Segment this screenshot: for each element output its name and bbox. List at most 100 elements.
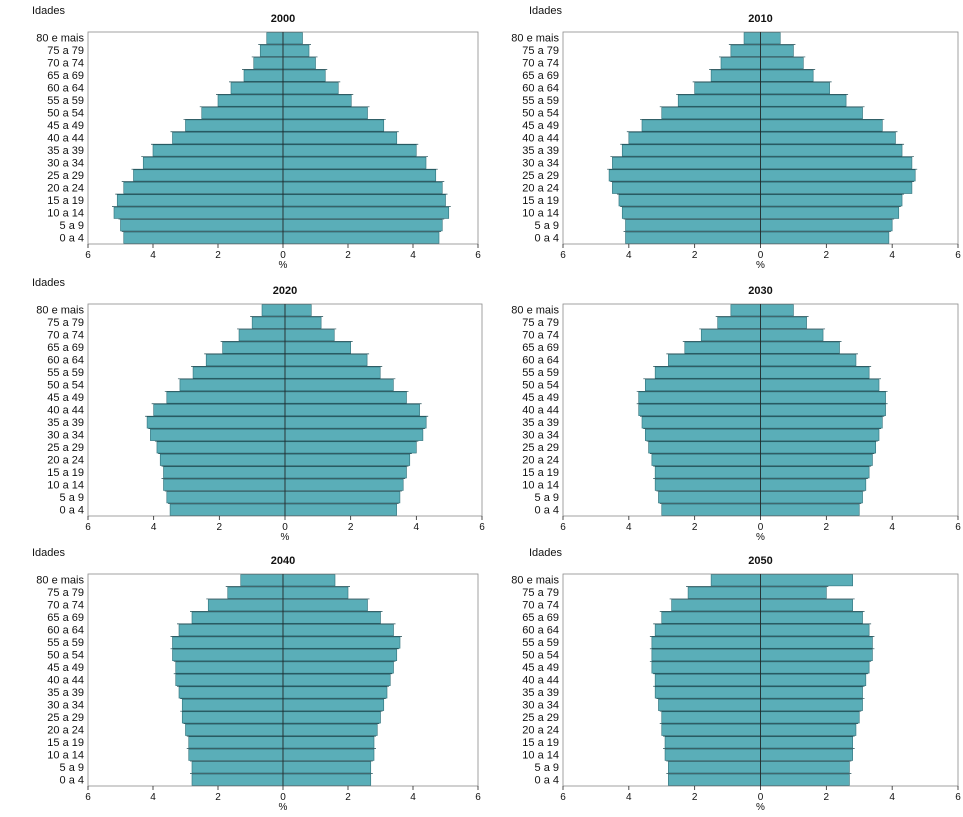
x-tick-label: 6 — [475, 250, 481, 261]
category-label: 20 a 24 — [47, 724, 84, 736]
category-label: 10 a 14 — [47, 749, 84, 761]
bar-left-8 — [153, 404, 286, 416]
category-label: 15 a 19 — [47, 195, 84, 207]
bar-left-11 — [648, 441, 761, 454]
bar-left-5 — [217, 94, 284, 107]
category-label: 10 a 14 — [522, 207, 559, 219]
bar-right-13 — [760, 466, 870, 479]
category-label: 55 a 59 — [47, 367, 84, 379]
bar-left-5 — [654, 366, 761, 379]
x-tick-label: 0 — [758, 250, 764, 261]
category-label: 15 a 19 — [522, 467, 559, 479]
bar-left-13 — [664, 736, 761, 749]
category-label: 45 a 49 — [47, 662, 84, 674]
x-tick-label: 0 — [280, 792, 286, 803]
category-label: 15 a 19 — [47, 467, 84, 479]
x-axis-label: % — [279, 260, 288, 271]
bar-left-9 — [621, 144, 761, 157]
category-label: 70 a 74 — [522, 330, 559, 342]
bar-right-12 — [284, 453, 411, 466]
bar-left-9 — [178, 686, 284, 699]
bar-right-14 — [284, 478, 404, 491]
bar-left-15 — [120, 219, 284, 232]
bar-left-13 — [188, 736, 284, 749]
x-tick-label: 4 — [626, 792, 632, 803]
bar-right-11 — [282, 169, 437, 182]
category-label: 70 a 74 — [522, 58, 559, 70]
bar-left-3 — [243, 69, 284, 82]
bar-right-0 — [760, 574, 853, 587]
bar-left-14 — [664, 748, 761, 761]
x-tick-label: 2 — [348, 522, 354, 533]
bar-right-6 — [284, 379, 394, 391]
bar-left-8 — [628, 132, 761, 144]
bar-left-0 — [266, 32, 284, 45]
bar-left-4 — [178, 624, 284, 637]
category-label: 60 a 64 — [522, 355, 559, 367]
bar-left-16 — [123, 231, 284, 244]
category-label: 10 a 14 — [47, 207, 84, 219]
bar-right-7 — [760, 391, 886, 404]
y-axis-label: Idades — [529, 5, 563, 17]
category-label: 50 a 54 — [522, 380, 559, 392]
bar-right-0 — [760, 32, 781, 45]
category-label: 45 a 49 — [522, 120, 559, 132]
bar-left-5 — [172, 636, 284, 649]
bar-right-8 — [760, 404, 886, 416]
bar-right-15 — [282, 219, 443, 232]
x-tick-label: 4 — [626, 522, 632, 533]
bar-right-8 — [760, 132, 896, 144]
bar-right-6 — [760, 379, 880, 391]
category-label: 55 a 59 — [522, 637, 559, 649]
bar-left-2 — [238, 329, 286, 342]
category-label: 30 a 34 — [522, 429, 559, 441]
x-tick-label: 4 — [410, 250, 416, 261]
bar-left-9 — [152, 144, 284, 157]
bar-right-6 — [282, 107, 368, 119]
bar-left-7 — [638, 391, 761, 404]
bar-right-2 — [760, 57, 804, 70]
category-label: 0 a 4 — [535, 232, 559, 244]
bar-right-3 — [282, 69, 326, 82]
category-label: 20 a 24 — [522, 724, 559, 736]
bar-right-2 — [282, 57, 316, 70]
bar-left-6 — [661, 107, 761, 119]
bar-right-2 — [760, 599, 853, 612]
category-label: 50 a 54 — [522, 650, 559, 662]
category-label: 25 a 29 — [522, 442, 559, 454]
bar-right-0 — [282, 32, 303, 45]
bar-right-0 — [282, 574, 336, 587]
category-label: 45 a 49 — [522, 392, 559, 404]
bar-left-7 — [641, 119, 761, 132]
bar-left-12 — [651, 453, 761, 466]
bar-right-12 — [760, 181, 913, 194]
bar-left-5 — [192, 366, 286, 379]
category-label: 50 a 54 — [47, 380, 84, 392]
chart-title: 2020 — [273, 285, 297, 297]
x-tick-label: 2 — [215, 250, 221, 261]
bar-left-16 — [169, 503, 286, 516]
category-label: 40 a 44 — [47, 132, 84, 144]
bar-left-8 — [654, 674, 761, 686]
bar-left-15 — [166, 491, 286, 504]
bar-right-15 — [284, 491, 401, 504]
bar-left-2 — [720, 57, 761, 70]
bar-left-8 — [638, 404, 761, 416]
bar-left-10 — [142, 157, 284, 169]
x-tick-label: 0 — [280, 250, 286, 261]
category-label: 55 a 59 — [47, 637, 84, 649]
y-axis-label: Idades — [32, 5, 66, 17]
x-tick-label: 6 — [955, 792, 961, 803]
x-tick-label: 6 — [85, 792, 91, 803]
chart-title: 2040 — [271, 555, 295, 567]
bar-right-11 — [284, 441, 417, 454]
bar-right-1 — [760, 586, 827, 599]
category-label: 80 e mais — [36, 575, 84, 587]
bar-left-6 — [651, 649, 761, 661]
bar-left-10 — [181, 699, 284, 711]
bar-left-0 — [730, 304, 761, 317]
x-tick-label: 2 — [824, 250, 830, 261]
bar-left-1 — [730, 44, 761, 57]
